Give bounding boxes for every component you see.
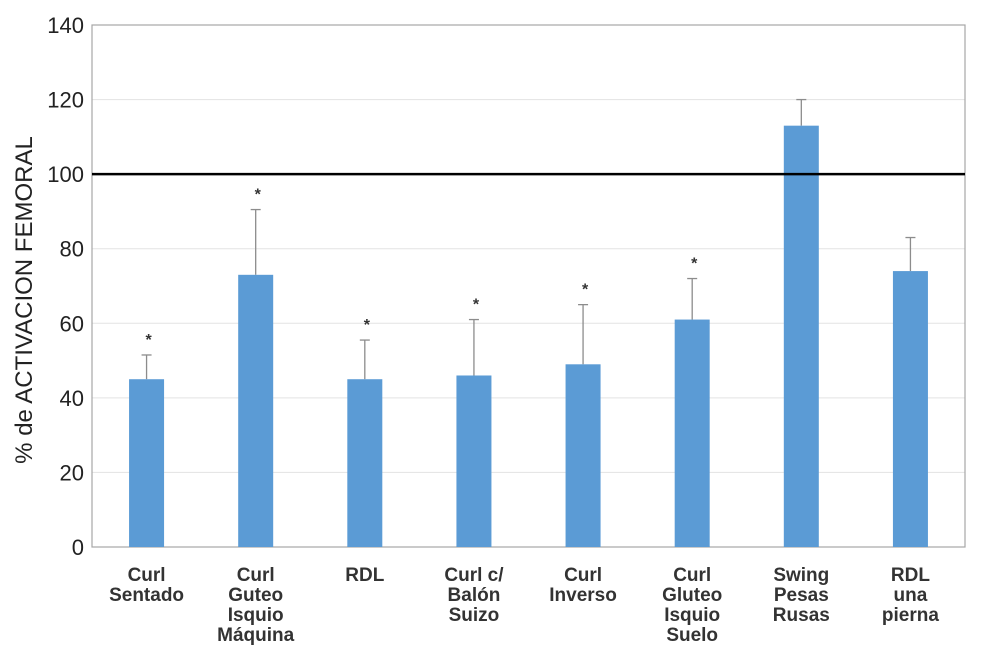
bars: * * * * * * xyxy=(129,98,928,548)
y-tick-label-140: 140 xyxy=(47,13,84,38)
category-label-line: Curl xyxy=(128,565,166,586)
bar-6 xyxy=(783,125,819,548)
y-tick-label-20: 20 xyxy=(60,460,84,485)
category-label-2: RDL xyxy=(345,565,384,586)
category-label-line: Curl xyxy=(673,565,711,586)
category-label-1: Curl Guteo Isquio Máquina xyxy=(217,565,294,646)
bar-4 xyxy=(565,364,601,547)
category-label-5: Curl Gluteo Isquio Suelo xyxy=(662,565,722,646)
bar-5 xyxy=(674,319,710,547)
category-label-3: Curl c/Balón Suizo xyxy=(444,565,504,626)
category-label-line: Curl xyxy=(564,565,602,586)
category-label-line: pierna xyxy=(882,605,939,626)
category-label-line: RDL xyxy=(345,565,384,586)
y-tick-label-100: 100 xyxy=(47,162,84,187)
y-axis-ticks: 0 20 40 60 80 100 120 140 xyxy=(47,13,84,560)
significance-marker-2: * xyxy=(364,317,371,334)
category-label-line: Rusas xyxy=(773,605,830,626)
bar-1 xyxy=(238,274,274,547)
significance-marker-5: * xyxy=(691,256,698,273)
grid-lines xyxy=(92,99,965,473)
category-label-line: Pesas xyxy=(774,585,829,606)
category-label-line: una xyxy=(894,585,928,606)
y-tick-label-80: 80 xyxy=(60,237,84,262)
category-label-line: Suelo xyxy=(666,625,718,646)
bar-7 xyxy=(892,271,928,547)
y-tick-label-60: 60 xyxy=(60,311,84,336)
significance-marker-1: * xyxy=(255,187,262,204)
category-label-line: Gluteo xyxy=(662,585,722,606)
category-label-line: Swing xyxy=(773,565,829,586)
bar-3 xyxy=(456,375,492,547)
category-label-line: Inverso xyxy=(549,585,617,606)
category-label-0: Curl Sentado xyxy=(109,565,184,606)
category-label-line: Guteo xyxy=(228,585,283,606)
category-label-line: Isquio xyxy=(228,605,284,626)
category-label-4: Curl Inverso xyxy=(549,565,617,606)
significance-marker-0: * xyxy=(145,332,152,349)
category-label-line: Curl xyxy=(237,565,275,586)
category-label-line: Máquina xyxy=(217,625,294,646)
category-label-line: RDL xyxy=(891,565,930,586)
category-label-6: Swing Pesas Rusas xyxy=(773,565,830,626)
category-label-7: RDL una pierna xyxy=(882,565,939,626)
y-tick-label-120: 120 xyxy=(47,88,84,113)
y-tick-label-0: 0 xyxy=(72,535,84,560)
category-label-line: Curl c/ xyxy=(444,565,504,586)
y-tick-label-40: 40 xyxy=(60,386,84,411)
y-axis-label: % de ACTIVACION FEMORAL xyxy=(11,136,38,464)
bar-0 xyxy=(129,379,165,547)
category-label-line: Isquio xyxy=(664,605,720,626)
category-label-line: Balón xyxy=(448,585,501,606)
category-label-line: Suizo xyxy=(449,605,500,626)
bar-2 xyxy=(347,379,383,547)
significance-marker-4: * xyxy=(582,282,589,299)
plot-area-frame xyxy=(91,24,966,548)
category-label-line: Sentado xyxy=(109,585,184,606)
significance-marker-3: * xyxy=(473,297,480,314)
